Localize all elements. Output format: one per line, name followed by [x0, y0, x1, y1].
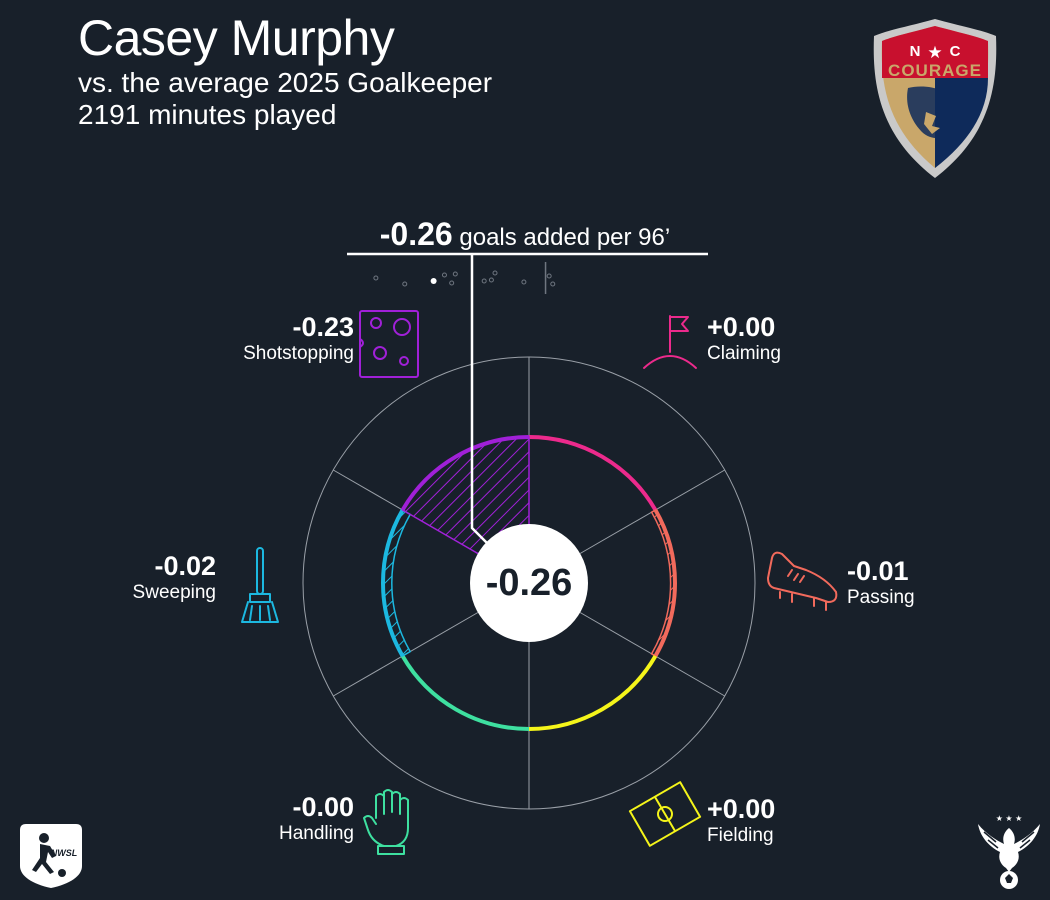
total-header-value: -0.26	[379, 216, 453, 252]
category-label: Claiming	[707, 343, 781, 364]
bar-passing	[650, 508, 676, 658]
category-label: Fielding	[707, 825, 774, 846]
pitch-icon	[628, 781, 702, 847]
distribution-point	[373, 275, 379, 281]
cheese-bite	[359, 338, 364, 348]
category-value: -0.23	[292, 312, 354, 342]
cheese-hole	[373, 346, 387, 360]
center-total-value: -0.26	[485, 561, 573, 604]
flag-cloth	[669, 316, 689, 332]
cheese-hole	[393, 318, 411, 336]
distribution-player-point	[430, 278, 437, 284]
total-header: -0.26 goals added per 96’	[0, 214, 1050, 258]
broom-band	[249, 593, 271, 603]
eagle-logo: ★ ★ ★	[978, 814, 1040, 889]
league-logo: NWSL	[20, 824, 82, 888]
pitch-halfway-line	[654, 796, 676, 832]
broom-handle	[256, 547, 264, 595]
category-fielding: +0.00 Fielding	[707, 794, 775, 848]
distribution-point	[481, 278, 487, 284]
cheese-hole	[370, 317, 382, 329]
category-sweeping: -0.02 Sweeping	[133, 551, 216, 605]
category-label: Shotstopping	[243, 343, 354, 364]
crest-letter-n: N	[910, 43, 921, 60]
baseline-arc-handling	[400, 654, 530, 731]
category-passing: -0.01 Passing	[847, 556, 915, 610]
broom-icon	[241, 547, 279, 623]
boot-studs	[779, 591, 827, 611]
league-word: NWSL	[51, 848, 78, 858]
baseline-arc-shotstopping	[400, 435, 530, 512]
distribution-point	[449, 280, 455, 286]
flag-arc	[643, 355, 697, 369]
distribution-point	[452, 271, 458, 277]
distribution-point	[546, 273, 552, 279]
crest-word: COURAGE	[888, 61, 982, 80]
center-circle	[470, 524, 588, 642]
crest-letter-c: C	[950, 43, 961, 60]
pitch-center-circle	[657, 806, 673, 822]
category-value: +0.00	[707, 794, 776, 824]
category-value: -0.00	[292, 792, 354, 822]
corner-flag-icon	[643, 315, 697, 369]
broom-bristles	[241, 601, 279, 623]
category-value: +0.00	[707, 312, 776, 342]
category-label: Sweeping	[132, 582, 216, 603]
distribution-point	[488, 277, 494, 283]
svg-text:★ ★ ★: ★ ★ ★	[996, 814, 1023, 823]
boot-laces	[787, 569, 805, 583]
baseline-arc-fielding	[528, 654, 658, 731]
bar-sweeping	[382, 508, 412, 658]
category-handling: -0.00 Handling	[279, 792, 354, 846]
cheese-icon	[359, 310, 419, 378]
distribution-point	[550, 281, 556, 287]
distribution-point	[521, 279, 527, 285]
minutes-played: 2191 minutes played	[78, 99, 337, 130]
cheese-outline	[359, 310, 419, 378]
boot-icon	[767, 551, 838, 611]
team-crest-logo: N ★ C COURAGE	[873, 19, 997, 178]
distribution-point	[402, 281, 408, 287]
distribution-point	[492, 270, 498, 276]
crest-star-icon: ★	[927, 43, 942, 63]
glove-icon	[363, 789, 409, 855]
baseline-arc-sweeping	[381, 509, 405, 657]
total-leader-line	[470, 254, 489, 545]
category-label: Passing	[847, 587, 915, 608]
cheese-hole	[399, 356, 409, 366]
category-value: -0.02	[154, 551, 216, 581]
category-label: Handling	[279, 823, 354, 844]
category-shotstopping: -0.23 Shotstopping	[243, 312, 354, 366]
baseline-arc-claiming	[528, 435, 658, 512]
comparison-subtitle: vs. the average 2025 Goalkeeper	[78, 67, 493, 98]
glove-cuff	[377, 845, 405, 855]
glove-outline	[363, 789, 409, 847]
player-name: Casey Murphy	[78, 10, 395, 66]
distribution-point	[441, 272, 447, 278]
category-claiming: +0.00 Claiming	[707, 312, 781, 366]
category-value: -0.01	[847, 556, 909, 586]
baseline-arc-passing	[653, 509, 677, 657]
boot-outline	[767, 551, 838, 603]
total-header-unit: goals added per 96’	[459, 224, 671, 251]
